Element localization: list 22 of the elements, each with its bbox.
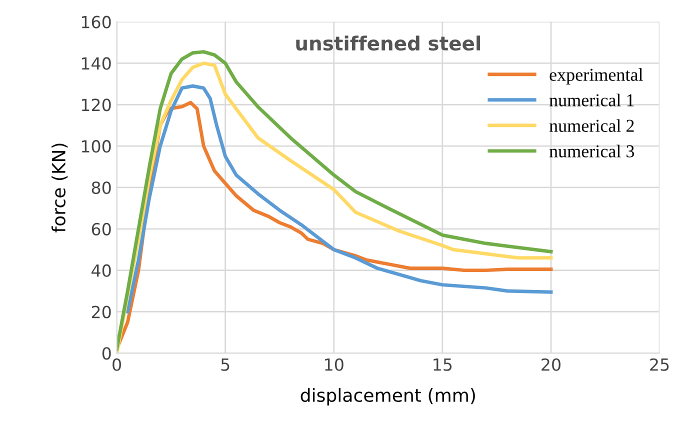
x-tick-label: 20: [542, 358, 560, 371]
y-tick-label: 160: [82, 16, 111, 28]
x-tick-label: 15: [434, 358, 452, 371]
x-tick-label: 10: [325, 358, 344, 371]
y-tick-label: 140: [82, 57, 111, 70]
y-tick-label: 100: [82, 140, 111, 153]
x-axis-title: displacement (mm): [300, 388, 475, 406]
x-tick-label: 25: [650, 358, 669, 371]
x-tick-label: 0: [112, 358, 121, 371]
x-tick-label: 5: [221, 358, 230, 371]
y-tick-label: 40: [92, 264, 111, 277]
y-tick-label: 120: [82, 98, 111, 112]
text: unstiffened steel: [296, 36, 480, 51]
legend-label: numerical 3: [549, 144, 634, 158]
legend-label: numerical 2: [549, 119, 634, 132]
legend-label: experimental: [550, 68, 643, 85]
y-tick-label: 0: [102, 347, 111, 360]
y-tick-label: 80: [92, 181, 111, 194]
y-tick-label: 60: [92, 222, 111, 236]
y-axis-title: force (KN): [52, 144, 68, 232]
y-tick-label: 20: [92, 306, 111, 318]
legend-label: numerical 1: [549, 94, 634, 106]
